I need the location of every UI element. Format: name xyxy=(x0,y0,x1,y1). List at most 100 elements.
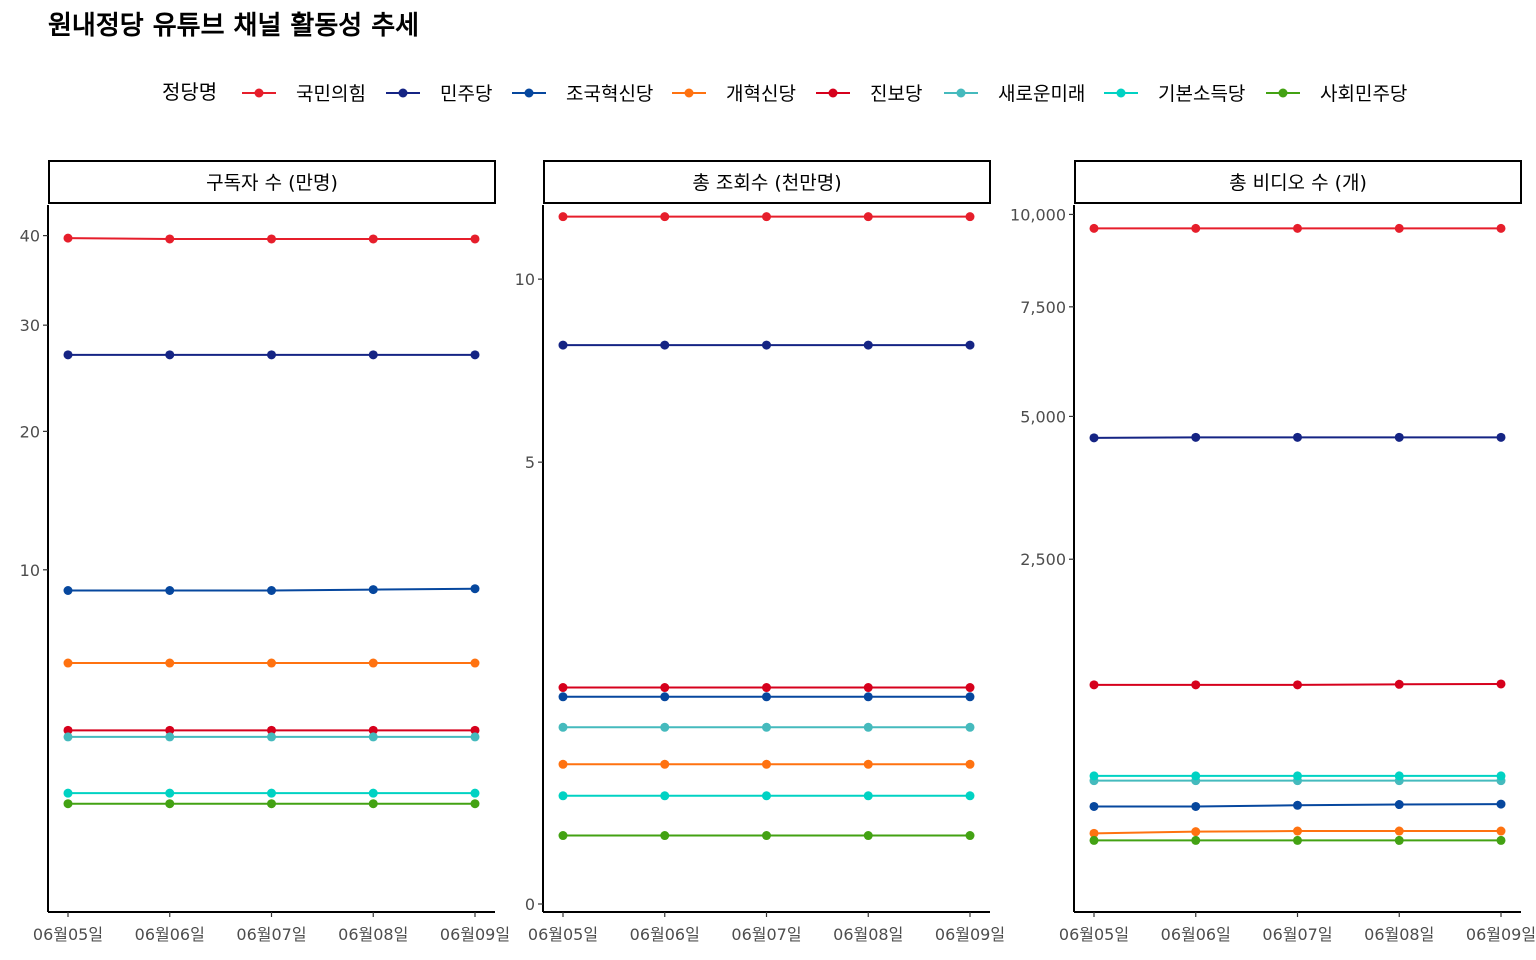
x-tick-label: 06월07일 xyxy=(731,925,801,944)
data-point xyxy=(863,831,873,841)
data-point xyxy=(1394,223,1404,233)
data-point xyxy=(63,350,73,360)
legend-label: 민주당 xyxy=(440,83,492,105)
legend-item: 조국혁신당 xyxy=(512,83,653,105)
y-tick-label: 10,000 xyxy=(1010,205,1066,224)
legend-key-point xyxy=(956,88,966,98)
series-사회민주당 xyxy=(558,831,975,841)
data-point xyxy=(267,725,276,735)
series-진보당 xyxy=(1089,679,1506,690)
data-point xyxy=(863,759,873,769)
series-개혁신당 xyxy=(1089,826,1506,838)
y-tick-label: 10 xyxy=(20,561,40,580)
data-point xyxy=(660,212,670,222)
data-point xyxy=(1089,771,1099,781)
data-point xyxy=(368,725,378,735)
data-point xyxy=(558,212,568,222)
data-point xyxy=(368,788,378,798)
panel-strip xyxy=(1074,160,1522,204)
data-point xyxy=(368,799,378,809)
data-point xyxy=(470,799,480,809)
data-point xyxy=(965,791,975,801)
data-point xyxy=(165,234,175,244)
data-point xyxy=(1394,679,1404,689)
data-point xyxy=(762,340,771,350)
legend: 정당명 국민의힘 민주당 조국혁신당 개혁신당 진보당 새로운미래 기본소득당 사회민주당 xyxy=(162,80,1407,105)
data-point xyxy=(368,658,378,668)
data-point xyxy=(558,340,568,350)
data-point xyxy=(660,692,670,702)
legend-key-point xyxy=(524,88,534,98)
legend-key-point xyxy=(684,88,694,98)
data-point xyxy=(1496,835,1506,845)
data-point xyxy=(762,831,771,841)
data-point xyxy=(863,212,873,222)
x-tick-label: 06월07일 xyxy=(236,925,306,944)
data-point xyxy=(165,725,175,735)
data-point xyxy=(368,732,378,742)
legend-label: 사회민주당 xyxy=(1320,83,1407,105)
data-point xyxy=(1293,432,1302,442)
series-조국혁신당 xyxy=(63,584,480,595)
data-point xyxy=(1191,827,1201,837)
data-point xyxy=(863,340,873,350)
series-사회민주당 xyxy=(1089,835,1506,845)
x-tick-label: 06월06일 xyxy=(1161,925,1231,944)
panel: 총 비디오 수 (개) 2,500 5,000 7,500 10,000 06월05일 06… xyxy=(1010,160,1536,944)
data-point xyxy=(470,658,480,668)
legend-item: 민주당 xyxy=(386,83,492,105)
x-tick-label: 06월05일 xyxy=(528,925,598,944)
series-국민의힘 xyxy=(1089,223,1506,233)
series-조국혁신당 xyxy=(1089,799,1506,811)
data-point xyxy=(965,212,975,222)
data-point xyxy=(165,350,175,360)
data-point xyxy=(1089,433,1099,443)
data-point xyxy=(368,350,378,360)
data-point xyxy=(1394,800,1404,810)
panels: 구독자 수 (만명) 10 20 30 40 06월05일 06월06일 06월07일 06월0… xyxy=(20,160,1536,944)
panel-strip xyxy=(543,160,991,204)
data-point xyxy=(1293,680,1302,690)
series-진보당 xyxy=(558,683,975,693)
legend-item: 새로운미래 xyxy=(944,83,1085,105)
panel-title: 총 조회수 (천만명) xyxy=(692,172,841,194)
legend-key-point xyxy=(828,88,838,98)
legend-item: 기본소득당 xyxy=(1104,83,1245,105)
y-tick-label: 2,500 xyxy=(1020,550,1066,569)
data-point xyxy=(63,788,73,798)
x-tick-label: 06월09일 xyxy=(1466,925,1536,944)
data-point xyxy=(660,759,670,769)
data-point xyxy=(63,585,73,595)
chart-title: 원내정당 유튜브 채널 활동성 추세 xyxy=(48,11,419,41)
data-point xyxy=(165,732,175,742)
data-point xyxy=(165,585,175,595)
data-point xyxy=(863,692,873,702)
legend-item: 개혁신당 xyxy=(672,83,796,105)
x-tick-label: 06월08일 xyxy=(338,925,408,944)
legend-key-point xyxy=(1278,88,1288,98)
data-point xyxy=(1496,826,1506,836)
data-point xyxy=(1089,828,1099,838)
data-point xyxy=(558,692,568,702)
x-tick-label: 06월08일 xyxy=(833,925,903,944)
x-tick-label: 06월09일 xyxy=(935,925,1005,944)
legend-key-point xyxy=(1116,88,1126,98)
x-tick-label: 06월06일 xyxy=(630,925,700,944)
data-point xyxy=(1496,432,1506,442)
data-point xyxy=(863,722,873,732)
data-point xyxy=(267,350,276,360)
y-tick-label: 30 xyxy=(20,316,40,335)
data-point xyxy=(1394,835,1404,845)
data-point xyxy=(660,791,670,801)
data-point xyxy=(558,831,568,841)
data-point xyxy=(1496,771,1506,781)
x-tick-label: 06월05일 xyxy=(33,925,103,944)
panel: 구독자 수 (만명) 10 20 30 40 06월05일 06월06일 06월07일 06월0… xyxy=(20,160,510,944)
data-point xyxy=(1089,223,1099,233)
data-point xyxy=(470,350,480,360)
data-point xyxy=(1293,800,1302,810)
data-point xyxy=(368,585,378,595)
legend-label: 기본소득당 xyxy=(1158,83,1245,105)
legend-label: 국민의힘 xyxy=(296,83,366,105)
